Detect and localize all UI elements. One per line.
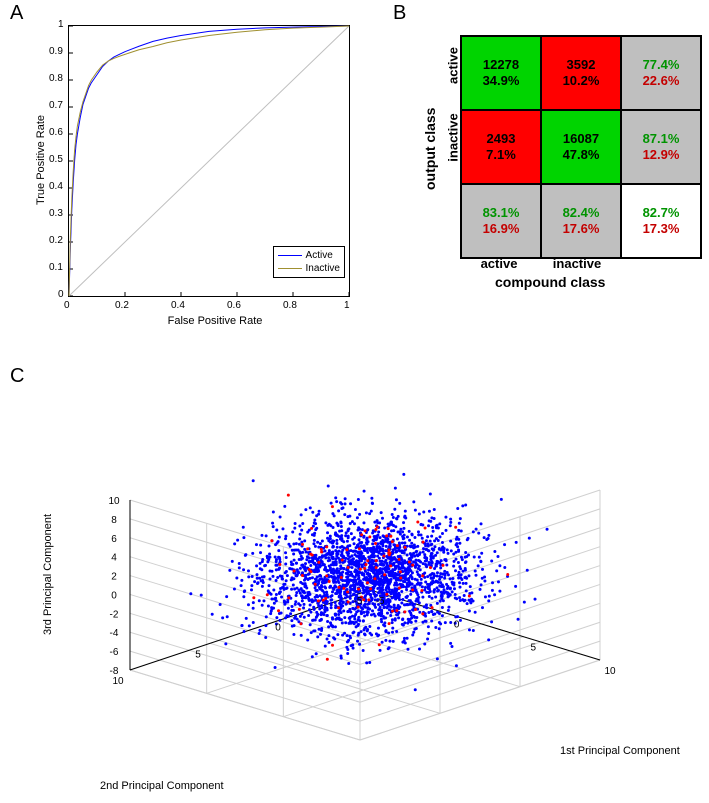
svg-text:-5: -5 [354,596,363,607]
row-label-inactive: inactive [446,108,461,168]
svg-text:-2: -2 [110,609,119,620]
legend-item-inactive: Inactive [278,262,340,275]
scatter3d-panel: -50510-50510-8-6-4-20246810 1st Principa… [5,350,705,800]
axes3d-ticks: -50510-50510-8-6-4-20246810 [108,496,616,687]
cell-tn-pct: 47.8% [563,147,600,162]
xtick-1: 0.2 [115,300,129,311]
row1-margin-bot: 22.6% [643,73,680,88]
legend-label-inactive: Inactive [306,263,340,274]
xtick-2: 0.4 [171,300,185,311]
ytick-5: 0.5 [49,154,63,165]
ytick-1: 0.1 [49,262,63,273]
roc-panel: Active Inactive 0 0.2 0.4 0.6 0.8 1 0 0.… [15,10,375,340]
row1-margin: 77.4% 22.6% [621,36,701,110]
xtick-4: 0.8 [283,300,297,311]
pc3-label: 3rd Principal Component [42,514,54,635]
legend-swatch-inactive [278,268,302,269]
pc1-label: 1st Principal Component [560,745,680,757]
col-label-active: active [460,256,538,271]
svg-text:8: 8 [111,515,117,526]
cell-tp-count: 12278 [483,57,519,72]
cell-tn: 16087 47.8% [541,110,621,184]
confusion-matrix-panel: 12278 34.9% 3592 10.2% 77.4% 22.6% 2493 [385,10,705,340]
roc-legend: Active Inactive [273,246,345,278]
row1-margin-top: 77.4% [643,57,680,72]
ytick-0: 0 [58,289,64,300]
row2-margin-bot: 12.9% [643,147,680,162]
svg-text:10: 10 [108,496,120,507]
ytick-10: 1 [58,19,64,30]
svg-text:0: 0 [111,590,117,601]
svg-text:5: 5 [531,643,537,654]
ytick-4: 0.4 [49,181,63,192]
row-label-active: active [446,36,461,96]
roc-axes: Active Inactive [68,25,350,297]
cell-fp-count: 2493 [487,131,516,146]
col-axis-title: compound class [495,274,605,290]
cell-tp-pct: 34.9% [483,73,520,88]
svg-text:0: 0 [275,623,281,634]
ytick-6: 0.6 [49,127,63,138]
col1-margin-bot: 16.9% [483,221,520,236]
cell-fp: 2493 7.1% [461,110,541,184]
svg-text:4: 4 [111,553,117,564]
svg-text:-8: -8 [110,666,119,677]
overall-bot: 17.3% [643,221,680,236]
row2-margin-top: 87.1% [643,131,680,146]
ytick-9: 0.9 [49,46,63,57]
col1-margin: 83.1% 16.9% [461,184,541,258]
cell-tp: 12278 34.9% [461,36,541,110]
xtick-0: 0 [64,300,70,311]
ytick-3: 0.3 [49,208,63,219]
cell-tn-count: 16087 [563,131,599,146]
xtick-5: 1 [344,300,350,311]
xtick-3: 0.6 [227,300,241,311]
legend-label-active: Active [306,250,333,261]
row2-margin: 87.1% 12.9% [621,110,701,184]
ytick-2: 0.2 [49,235,63,246]
legend-item-active: Active [278,249,340,262]
svg-text:10: 10 [112,676,124,687]
svg-text:5: 5 [195,649,201,660]
overall-margin: 82.7% 17.3% [621,184,701,258]
col2-margin-bot: 17.6% [563,221,600,236]
svg-text:-4: -4 [110,628,119,639]
ytick-7: 0.7 [49,100,63,111]
cell-fn-pct: 10.2% [563,73,600,88]
col-label-inactive: inactive [538,256,616,271]
overall-top: 82.7% [643,205,680,220]
pc2-label: 2nd Principal Component [100,780,224,792]
figure-page: A [0,0,709,803]
legend-swatch-active [278,255,302,256]
roc-xlabel: False Positive Rate [155,315,275,327]
col2-margin: 82.4% 17.6% [541,184,621,258]
cell-fn-count: 3592 [567,57,596,72]
svg-text:10: 10 [604,666,616,677]
confusion-table: 12278 34.9% 3592 10.2% 77.4% 22.6% 2493 [460,35,702,259]
col1-margin-top: 83.1% [483,205,520,220]
cell-fn: 3592 10.2% [541,36,621,110]
svg-text:-6: -6 [110,647,119,658]
svg-text:-5: -5 [376,596,385,607]
row-axis-title: output class [422,108,438,190]
cell-fp-pct: 7.1% [486,147,516,162]
scatter3d-svg: -50510-50510-8-6-4-20246810 [5,350,705,800]
svg-text:6: 6 [111,534,117,545]
confusion-matrix-grid: 12278 34.9% 3592 10.2% 77.4% 22.6% 2493 [460,35,702,259]
col2-margin-top: 82.4% [563,205,600,220]
svg-text:0: 0 [454,619,460,630]
ytick-8: 0.8 [49,73,63,84]
roc-ylabel: True Positive Rate [35,100,47,220]
svg-text:2: 2 [111,572,117,583]
